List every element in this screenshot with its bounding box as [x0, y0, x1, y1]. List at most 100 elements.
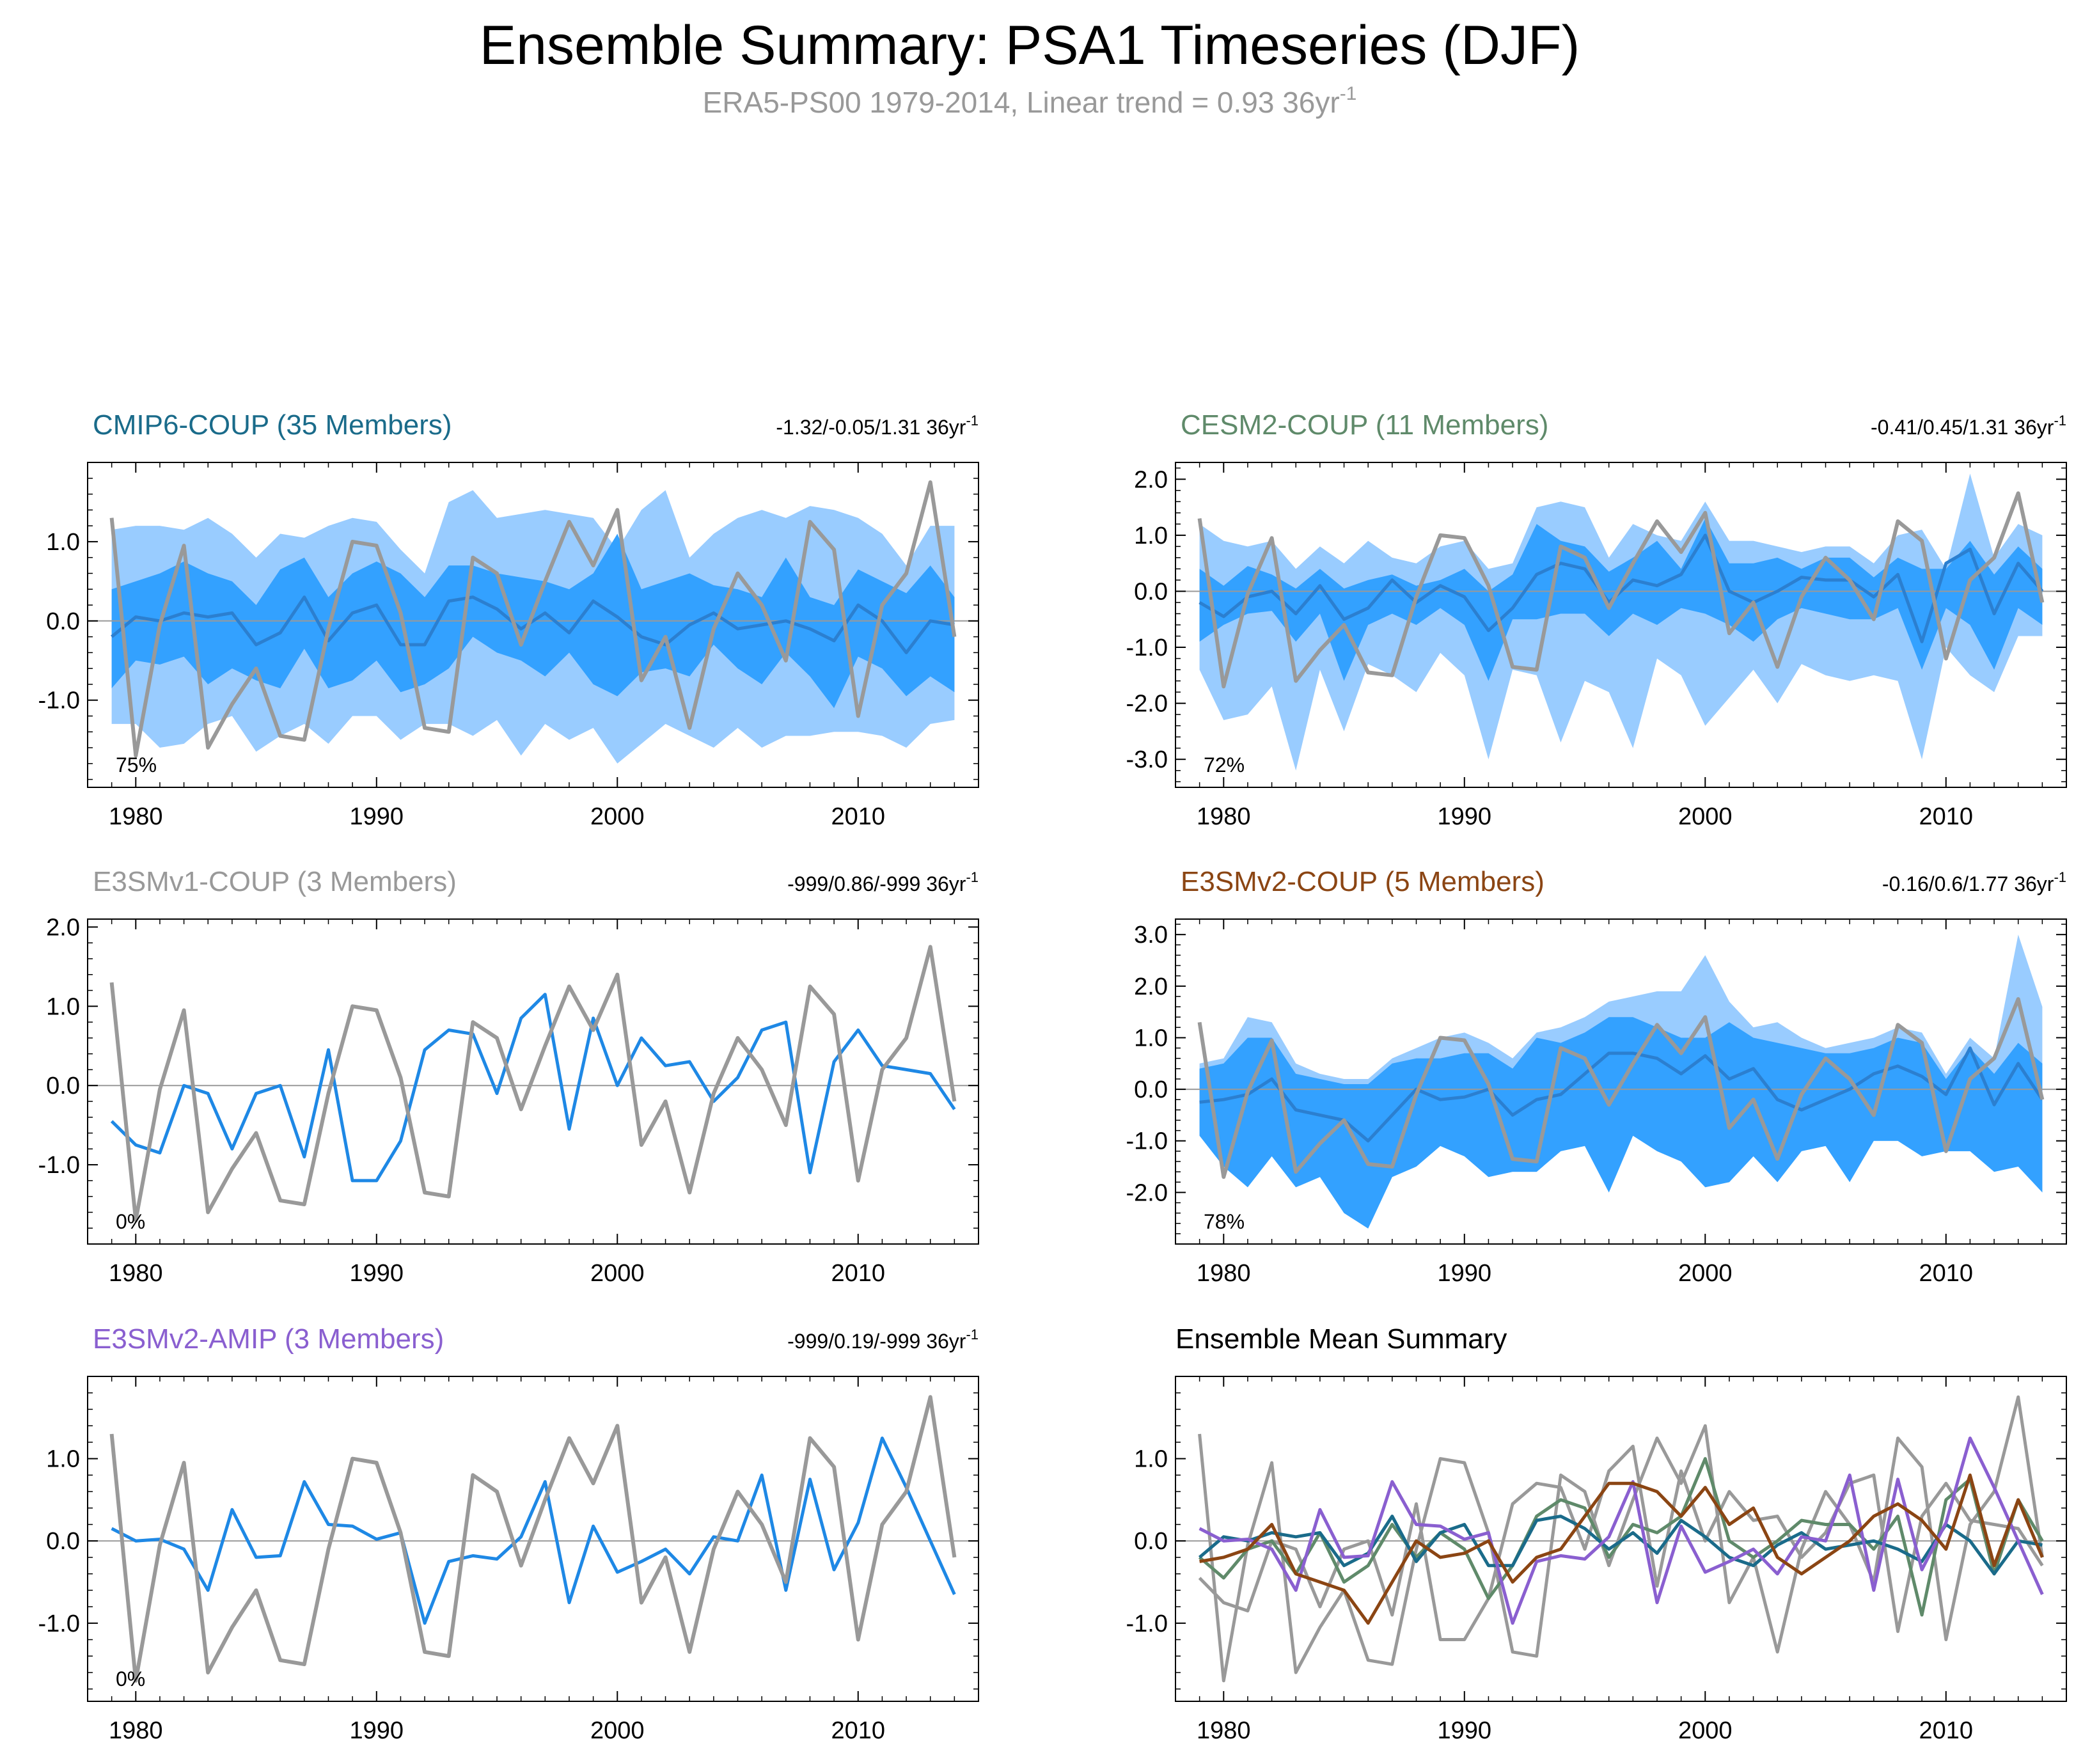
- panel-e3smv1: E3SMv1-COUP (3 Members) -999/0.86/-999 36…: [38, 866, 979, 1287]
- x-tick-label: 1990: [350, 1260, 404, 1287]
- y-tick-label: 0.0: [1134, 1528, 1168, 1555]
- plot-frame: [87, 462, 979, 788]
- y-tick-label: -1.0: [1126, 634, 1168, 661]
- panel-trend: -1.32/-0.05/1.31 36yr-1: [776, 413, 979, 439]
- panel-cmip6: CMIP6-COUP (35 Members) -1.32/-0.05/1.31 …: [38, 409, 979, 830]
- panel-summary: Ensemble Mean Summary -1.0 0.0 1.0 1980 1990 2…: [1126, 1323, 2067, 1744]
- spread-band-inner: [1199, 1017, 2043, 1229]
- x-tick-label: 2000: [590, 1260, 645, 1287]
- x-tick-label: 2010: [1919, 1717, 1973, 1744]
- figure-subtitle: ERA5-PS00 1979-2014, Linear trend = 0.93…: [703, 83, 1357, 119]
- summary-series-line-3: [1198, 1515, 2043, 1576]
- panel-trend-text: -1.32/-0.05/1.31 36yr: [776, 416, 966, 439]
- panel-percent-label: 0%: [116, 1210, 145, 1233]
- x-tick-label: 2010: [831, 1260, 885, 1287]
- ensemble-member-line: [110, 993, 956, 1183]
- panel-cesm2: CESM2-COUP (11 Members) -0.41/0.45/1.31 3…: [1126, 409, 2067, 830]
- y-tick-label: -1.0: [1126, 1610, 1168, 1637]
- y-tick-label: 0.0: [46, 1073, 80, 1099]
- y-tick-label: 0.0: [46, 1528, 80, 1555]
- x-tick-label: 1980: [1197, 803, 1251, 830]
- x-tick-label: 1990: [350, 1717, 404, 1744]
- panel-trend-text: -0.41/0.45/1.31 36yr: [1871, 416, 2054, 439]
- obs-era5-line: [109, 480, 957, 758]
- x-tick-label: 2010: [1919, 1260, 1973, 1287]
- y-tick-label: 1.0: [1134, 523, 1168, 549]
- x-tick-label: 2000: [1678, 1717, 1733, 1744]
- figure-title: Ensemble Summary: PSA1 Timeseries (DJF): [480, 15, 1580, 76]
- plot-area: [88, 1395, 979, 1683]
- y-tick-label: 2.0: [46, 914, 80, 941]
- panel-e3smv2: E3SMv2-COUP (5 Members) -0.16/0.6/1.77 36…: [1126, 866, 2067, 1287]
- panel-trend-text: -999/0.86/-999 36yr: [787, 872, 966, 895]
- panel-title: E3SMv2-COUP (5 Members): [1181, 866, 1545, 897]
- panel-percent-label: 0%: [116, 1667, 145, 1690]
- y-tick-label: 1.0: [46, 529, 80, 556]
- figure-subtitle-sup: -1: [1340, 83, 1357, 104]
- panel-amip: E3SMv2-AMIP (3 Members) -999/0.19/-999 36…: [38, 1323, 979, 1744]
- plot-frame: [87, 918, 979, 1245]
- y-tick-label: -1.0: [1126, 1128, 1168, 1155]
- ensemble-mean-line: [111, 595, 955, 654]
- y-tick-label: 0.0: [46, 608, 80, 635]
- y-tick-label: 1.0: [46, 993, 80, 1020]
- plot-area: [1175, 1395, 2066, 1683]
- obs-era5-line: [109, 945, 957, 1222]
- panel-title: E3SMv1-COUP (3 Members): [93, 866, 457, 897]
- x-tick-label: 1980: [1197, 1260, 1251, 1287]
- x-tick-label: 1990: [1438, 1260, 1492, 1287]
- x-tick-label: 2000: [1678, 1260, 1733, 1287]
- ensemble-mean-line: [1199, 533, 2044, 643]
- panel-trend-sup: -1: [2054, 869, 2066, 885]
- x-tick-label: 2010: [1919, 803, 1973, 830]
- panels: CMIP6-COUP (35 Members) -1.32/-0.05/1.31 …: [38, 409, 2067, 1744]
- y-tick-label: 1.0: [1134, 1025, 1168, 1051]
- plot-frame: [87, 1376, 979, 1702]
- x-tick-label: 2010: [831, 1717, 885, 1744]
- panel-trend-text: -0.16/0.6/1.77 36yr: [1882, 872, 2054, 895]
- panel-title: CMIP6-COUP (35 Members): [93, 409, 452, 441]
- x-tick-label: 1990: [350, 803, 404, 830]
- panel-title: Ensemble Mean Summary: [1175, 1323, 1507, 1355]
- x-tick-label: 2000: [590, 803, 645, 830]
- y-tick-label: -1.0: [38, 1152, 80, 1179]
- x-tick-label: 1980: [109, 1717, 163, 1744]
- figure-subtitle-text: ERA5-PS00 1979-2014, Linear trend = 0.93…: [703, 86, 1340, 119]
- panel-trend-sup: -1: [2054, 413, 2066, 429]
- panel-title: E3SMv2-AMIP (3 Members): [93, 1323, 444, 1355]
- y-tick-label: 1.0: [46, 1446, 80, 1473]
- summary-series-line-5: [1199, 1473, 2044, 1625]
- panel-percent-label: 75%: [116, 753, 157, 776]
- y-tick-label: -2.0: [1126, 1179, 1168, 1206]
- y-tick-label: 2.0: [1134, 973, 1168, 1000]
- y-tick-label: 1.0: [1134, 1446, 1168, 1473]
- panel-trend-sup: -1: [966, 1327, 979, 1343]
- y-tick-label: -3.0: [1126, 746, 1168, 773]
- panel-percent-label: 72%: [1204, 753, 1245, 776]
- panel-percent-label: 78%: [1204, 1210, 1245, 1233]
- ensemble-member-line: [111, 1437, 956, 1625]
- x-tick-label: 1990: [1438, 1717, 1492, 1744]
- panel-title: CESM2-COUP (11 Members): [1181, 409, 1548, 441]
- y-tick-label: -1.0: [38, 1610, 80, 1637]
- plot-area: [1175, 473, 2066, 771]
- panel-trend: -999/0.19/-999 36yr-1: [787, 1327, 979, 1353]
- panel-trend-text: -999/0.19/-999 36yr: [787, 1330, 966, 1353]
- summary-series-line-4: [1199, 1437, 2044, 1625]
- panel-trend: -0.16/0.6/1.77 36yr-1: [1882, 869, 2066, 895]
- plot-area: [88, 945, 979, 1222]
- y-tick-label: 0.0: [1134, 1076, 1168, 1103]
- ensemble-mean-line: [1199, 1046, 2044, 1143]
- summary-series-line-0: [1198, 1395, 2044, 1683]
- y-tick-label: -2.0: [1126, 691, 1168, 718]
- x-tick-label: 1980: [1197, 1717, 1251, 1744]
- y-tick-label: 2.0: [1134, 466, 1168, 493]
- obs-era5-line: [1197, 491, 2045, 689]
- y-tick-label: -1.0: [38, 688, 80, 714]
- plot-area: [1175, 934, 2066, 1229]
- x-tick-label: 2000: [590, 1717, 645, 1744]
- panel-trend: -999/0.86/-999 36yr-1: [787, 869, 979, 895]
- x-tick-label: 2000: [1678, 803, 1733, 830]
